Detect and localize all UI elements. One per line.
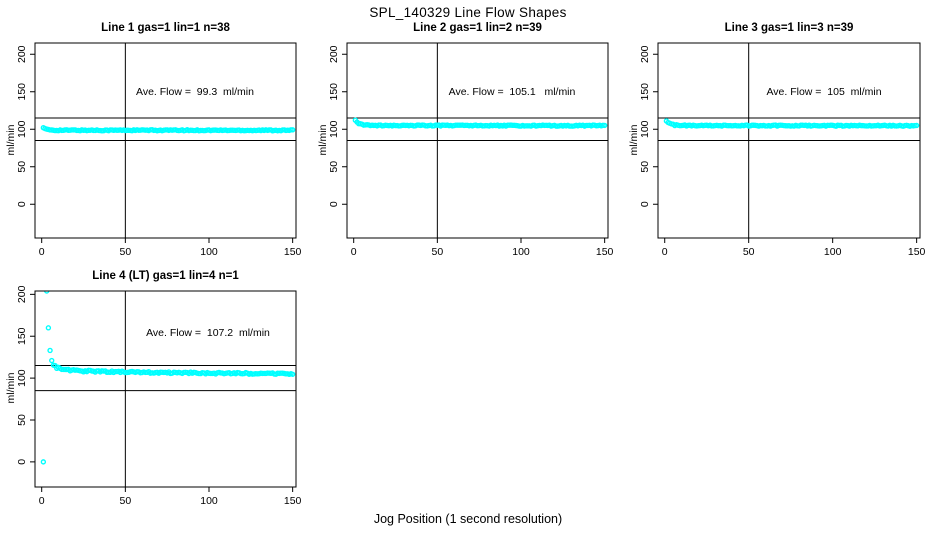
x-tick-label: 0 (662, 246, 668, 258)
x-tick-label: 0 (351, 246, 357, 258)
panel2-title: Line 2 gas=1 lin=2 n=39 (413, 22, 542, 34)
data-series (663, 118, 920, 129)
panel-box (346, 42, 609, 239)
data-series (40, 125, 296, 134)
y-tick-label: 100 (16, 120, 28, 138)
y-tick-label: 0 (639, 201, 651, 207)
y-tick-label: 100 (16, 369, 28, 387)
y-tick-label: 200 (16, 285, 28, 303)
y-tick-label: 0 (16, 201, 28, 207)
panel-box (34, 290, 297, 488)
y-tick-label: 150 (639, 83, 651, 101)
x-tick-label: 0 (39, 495, 45, 507)
x-tick-label: 150 (284, 495, 302, 507)
y-tick-label: 150 (328, 83, 340, 101)
x-tick-label: 150 (908, 246, 926, 258)
y-tick-label: 0 (16, 459, 28, 465)
x-tick-label: 50 (743, 246, 755, 258)
x-tick-label: 150 (284, 246, 302, 258)
x-tick-label: 50 (432, 246, 444, 258)
data-series (352, 117, 608, 129)
panel-box (657, 42, 921, 239)
y-tick-label: 50 (639, 161, 651, 173)
y-tick-label: 50 (16, 161, 28, 173)
data-point (289, 127, 296, 133)
y-tick-label: 50 (16, 414, 28, 426)
panel1-title: Line 1 gas=1 lin=1 n=38 (101, 22, 230, 34)
panel3-title: Line 3 gas=1 lin=3 n=39 (724, 22, 854, 34)
x-tick-label: 150 (596, 246, 614, 258)
x-tick-label: 50 (120, 246, 132, 258)
panel2-ave-flow-annotation: Ave. Flow = 105.1 ml/min (448, 86, 576, 98)
data-point (49, 357, 55, 364)
y-tick-label: 0 (328, 201, 340, 207)
x-tick-label: 100 (512, 246, 530, 258)
data-point (913, 122, 920, 129)
x-tick-label: 50 (120, 495, 132, 507)
y-tick-label: 150 (16, 327, 28, 345)
data-point (40, 459, 47, 465)
x-tick-label: 0 (39, 246, 45, 258)
data-series (40, 291, 296, 465)
data-point (601, 122, 608, 129)
data-point (47, 347, 53, 354)
panel-box (34, 42, 297, 239)
panel4-ave-flow-annotation: Ave. Flow = 107.2 ml/min (146, 327, 270, 339)
x-tick-label: 100 (824, 246, 842, 258)
panel1-ave-flow-annotation: Ave. Flow = 99.3 ml/min (136, 86, 254, 98)
panel4-title: Line 4 (LT) gas=1 lin=4 n=1 (92, 270, 239, 282)
figure-title: SPL_140329 Line Flow Shapes (369, 5, 567, 20)
y-tick-label: 200 (16, 45, 28, 63)
y-tick-label: 100 (639, 120, 651, 138)
data-point (45, 325, 52, 331)
data-point (44, 291, 50, 294)
y-tick-label: 200 (328, 45, 340, 63)
y-tick-label: 150 (16, 83, 28, 101)
data-point (289, 371, 296, 377)
x-axis-label: Jog Position (1 second resolution) (373, 512, 563, 526)
x-tick-label: 100 (200, 495, 218, 507)
y-tick-label: 100 (328, 120, 340, 138)
y-tick-label: 50 (328, 161, 340, 173)
x-tick-label: 100 (200, 246, 218, 258)
panel3-ave-flow-annotation: Ave. Flow = 105 ml/min (766, 86, 882, 98)
y-tick-label: 200 (639, 45, 651, 63)
